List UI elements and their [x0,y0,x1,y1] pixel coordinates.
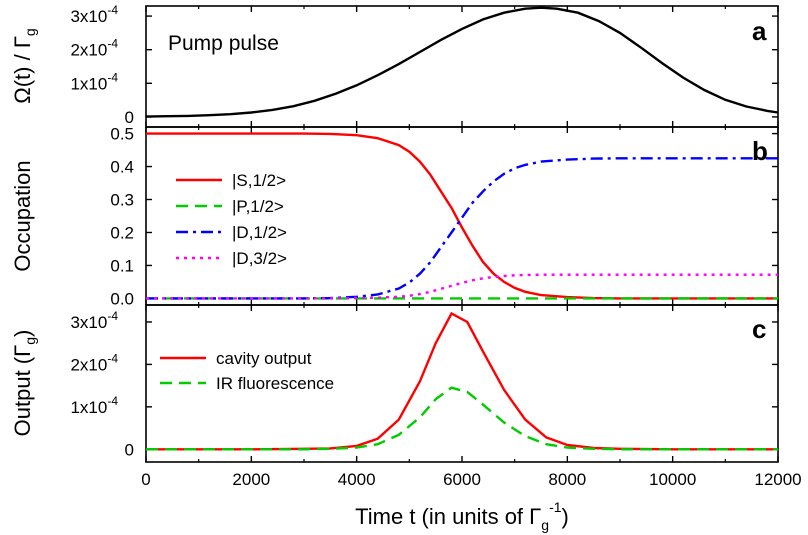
tick-layer: 0 2000 4000 6000 8000 10000 12000 0 1x10-4 2x10-4… [70,3,801,489]
legend-label: |S,1/2> [232,171,286,190]
series-line-pump-pulse [145,6,779,118]
series-layer [145,6,779,451]
y-tick-label: 0.1 [110,256,134,275]
panel-c-legend: cavity output IR fluorescence [160,349,334,393]
y-tick-label: 2x10-4 [70,351,118,374]
y-tick-label: 0 [125,440,134,459]
y-tick-label: 0.5 [110,125,134,144]
panel-c-ylabel: Output (Γg) [10,330,38,437]
panel-a-letter: a [752,16,767,46]
y-tick-label: 0.3 [110,191,134,210]
legend-label: IR fluorescence [216,374,334,393]
x-axis-label: Time t (in units of Γg-1) [355,499,569,533]
panel-c-letter: c [752,314,766,344]
y-tick-label: 2x10-4 [70,37,118,60]
legend-label: |P,1/2> [232,197,284,216]
x-tick-label: 6000 [443,470,481,489]
series-line-d-3-2 [146,273,778,300]
y-tick-label: 0.2 [110,223,134,242]
y-tick-label: 0.4 [110,158,134,177]
legend-label: |D,1/2> [232,223,287,242]
y-tick-label: 1x10-4 [70,394,118,417]
panel-b-letter: b [752,136,768,166]
panel-b-legend: |S,1/2> |P,1/2> |D,1/2> |D,3/2> [176,171,287,268]
y-tick-label: 0 [125,108,134,127]
y-tick-label: 3x10-4 [70,309,118,332]
y-tick-label: 3x10-4 [70,3,118,26]
series-line-d-1-2 [146,157,778,300]
x-tick-label: 0 [141,470,150,489]
series-line-ir-fluorescence [146,386,778,451]
x-tick-label: 10000 [649,470,696,489]
legend-label: cavity output [216,349,312,368]
pump-pulse-annotation: Pump pulse [168,32,279,55]
x-tick-label: 8000 [548,470,586,489]
x-tick-label: 12000 [754,470,801,489]
panel-a-ylabel: Ω(t) / Γg [10,28,38,103]
legend-label: |D,3/2> [232,249,287,268]
panel-a-frame [145,5,779,128]
y-tick-label: 0.0 [110,289,134,308]
y-tick-label: 1x10-4 [70,70,118,93]
x-tick-label: 2000 [232,470,270,489]
panel-b-ylabel: Occupation [10,160,35,271]
x-tick-label: 4000 [338,470,376,489]
